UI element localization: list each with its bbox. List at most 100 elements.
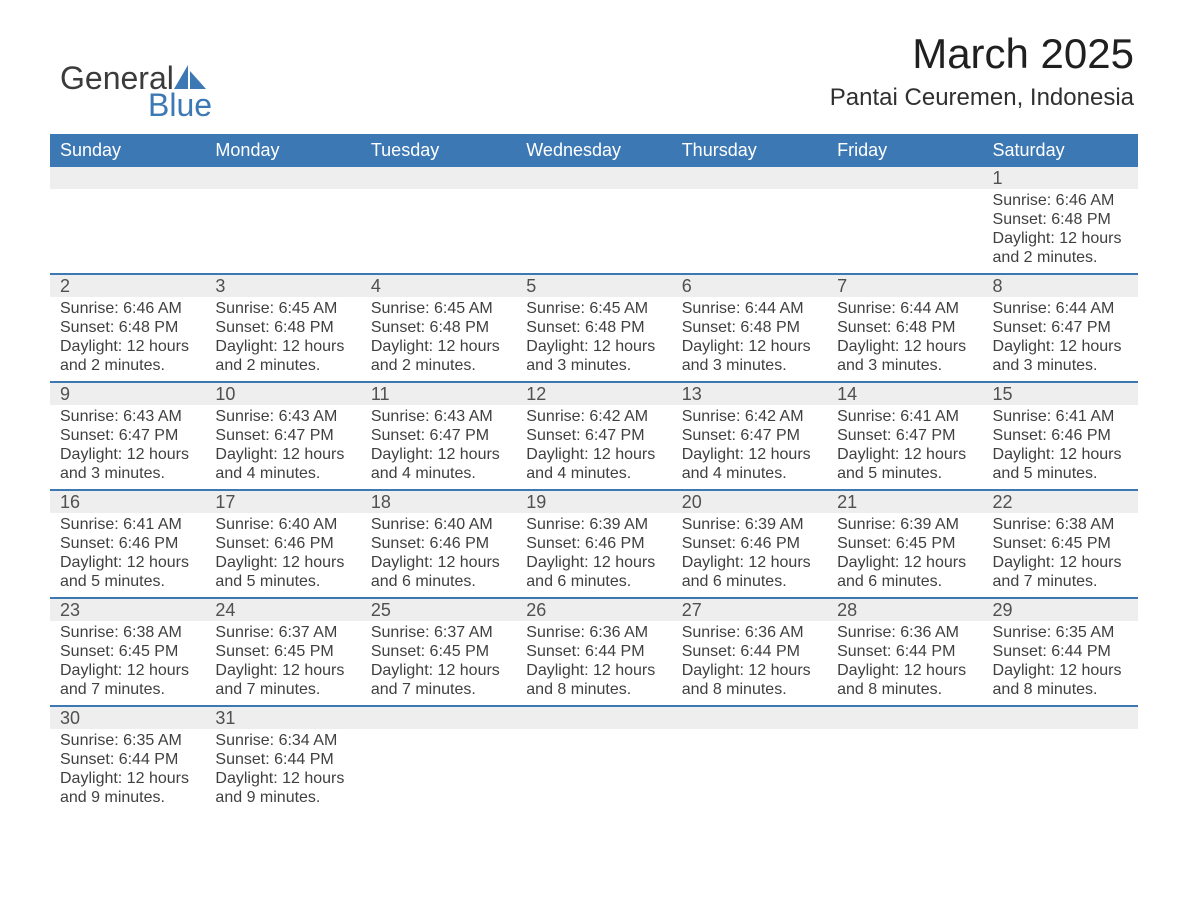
day-number-row: 2345678 <box>50 274 1138 297</box>
day-cell: Sunrise: 6:43 AMSunset: 6:47 PMDaylight:… <box>205 405 360 490</box>
day-number-row: 3031 <box>50 706 1138 729</box>
day-sr: Sunrise: 6:46 AM <box>60 299 195 318</box>
day-number: 26 <box>516 598 671 621</box>
day-d2: and 9 minutes. <box>60 788 195 807</box>
day-d2: and 7 minutes. <box>215 680 350 699</box>
day-cell: Sunrise: 6:38 AMSunset: 6:45 PMDaylight:… <box>983 513 1138 598</box>
day-d1: Daylight: 12 hours <box>371 337 506 356</box>
day-cell: Sunrise: 6:43 AMSunset: 6:47 PMDaylight:… <box>50 405 205 490</box>
day-d2: and 3 minutes. <box>682 356 817 375</box>
day-number: 12 <box>516 382 671 405</box>
day-d2: and 2 minutes. <box>371 356 506 375</box>
day-d2: and 8 minutes. <box>837 680 972 699</box>
day-d2: and 6 minutes. <box>526 572 661 591</box>
day-ss: Sunset: 6:45 PM <box>371 642 506 661</box>
day-number <box>827 166 982 189</box>
day-d2: and 7 minutes. <box>60 680 195 699</box>
day-ss: Sunset: 6:48 PM <box>526 318 661 337</box>
day-d2: and 7 minutes. <box>371 680 506 699</box>
day-sr: Sunrise: 6:46 AM <box>993 191 1128 210</box>
day-d2: and 8 minutes. <box>993 680 1128 699</box>
day-d1: Daylight: 12 hours <box>993 445 1128 464</box>
day-cell <box>672 189 827 274</box>
day-ss: Sunset: 6:46 PM <box>682 534 817 553</box>
day-sr: Sunrise: 6:43 AM <box>371 407 506 426</box>
day-sr: Sunrise: 6:36 AM <box>526 623 661 642</box>
day-d1: Daylight: 12 hours <box>682 553 817 572</box>
day-ss: Sunset: 6:44 PM <box>526 642 661 661</box>
page: General Blue March 2025 Pantai Ceuremen,… <box>0 0 1188 918</box>
day-number: 2 <box>50 274 205 297</box>
day-sr: Sunrise: 6:37 AM <box>215 623 350 642</box>
day-sr: Sunrise: 6:37 AM <box>371 623 506 642</box>
day-number <box>672 166 827 189</box>
day-number: 22 <box>983 490 1138 513</box>
day-cell <box>361 729 516 813</box>
day-sr: Sunrise: 6:38 AM <box>993 515 1128 534</box>
day-number: 10 <box>205 382 360 405</box>
day-cell: Sunrise: 6:45 AMSunset: 6:48 PMDaylight:… <box>205 297 360 382</box>
day-number: 14 <box>827 382 982 405</box>
day-d2: and 5 minutes. <box>837 464 972 483</box>
day-ss: Sunset: 6:46 PM <box>526 534 661 553</box>
day-d2: and 3 minutes. <box>526 356 661 375</box>
weekday-header: Thursday <box>672 135 827 166</box>
day-d1: Daylight: 12 hours <box>993 229 1128 248</box>
weekday-header: Monday <box>205 135 360 166</box>
day-d2: and 7 minutes. <box>993 572 1128 591</box>
day-ss: Sunset: 6:44 PM <box>993 642 1128 661</box>
day-number: 21 <box>827 490 982 513</box>
day-number: 15 <box>983 382 1138 405</box>
day-ss: Sunset: 6:47 PM <box>371 426 506 445</box>
day-ss: Sunset: 6:46 PM <box>215 534 350 553</box>
day-sr: Sunrise: 6:38 AM <box>60 623 195 642</box>
day-cell <box>827 729 982 813</box>
day-number: 20 <box>672 490 827 513</box>
day-cell: Sunrise: 6:36 AMSunset: 6:44 PMDaylight:… <box>672 621 827 706</box>
day-ss: Sunset: 6:48 PM <box>371 318 506 337</box>
weekday-header: Tuesday <box>361 135 516 166</box>
day-d1: Daylight: 12 hours <box>215 553 350 572</box>
day-number: 16 <box>50 490 205 513</box>
weekday-header: Friday <box>827 135 982 166</box>
day-sr: Sunrise: 6:39 AM <box>682 515 817 534</box>
day-d1: Daylight: 12 hours <box>526 445 661 464</box>
day-d1: Daylight: 12 hours <box>837 337 972 356</box>
day-ss: Sunset: 6:45 PM <box>993 534 1128 553</box>
day-d1: Daylight: 12 hours <box>526 661 661 680</box>
day-cell: Sunrise: 6:34 AMSunset: 6:44 PMDaylight:… <box>205 729 360 813</box>
day-number: 28 <box>827 598 982 621</box>
day-cell: Sunrise: 6:43 AMSunset: 6:47 PMDaylight:… <box>361 405 516 490</box>
day-cell: Sunrise: 6:40 AMSunset: 6:46 PMDaylight:… <box>361 513 516 598</box>
day-number: 8 <box>983 274 1138 297</box>
day-ss: Sunset: 6:45 PM <box>60 642 195 661</box>
day-number: 6 <box>672 274 827 297</box>
day-ss: Sunset: 6:47 PM <box>60 426 195 445</box>
day-d1: Daylight: 12 hours <box>682 661 817 680</box>
day-d1: Daylight: 12 hours <box>526 553 661 572</box>
day-d2: and 4 minutes. <box>371 464 506 483</box>
day-cell: Sunrise: 6:35 AMSunset: 6:44 PMDaylight:… <box>50 729 205 813</box>
day-sr: Sunrise: 6:34 AM <box>215 731 350 750</box>
day-cell: Sunrise: 6:39 AMSunset: 6:45 PMDaylight:… <box>827 513 982 598</box>
day-cell: Sunrise: 6:45 AMSunset: 6:48 PMDaylight:… <box>361 297 516 382</box>
day-number: 11 <box>361 382 516 405</box>
day-d1: Daylight: 12 hours <box>371 445 506 464</box>
day-ss: Sunset: 6:47 PM <box>993 318 1128 337</box>
day-ss: Sunset: 6:45 PM <box>837 534 972 553</box>
day-ss: Sunset: 6:45 PM <box>215 642 350 661</box>
day-cell: Sunrise: 6:37 AMSunset: 6:45 PMDaylight:… <box>205 621 360 706</box>
day-cell: Sunrise: 6:35 AMSunset: 6:44 PMDaylight:… <box>983 621 1138 706</box>
day-ss: Sunset: 6:48 PM <box>837 318 972 337</box>
day-number <box>205 166 360 189</box>
day-number <box>672 706 827 729</box>
day-number-row: 9101112131415 <box>50 382 1138 405</box>
day-data-row: Sunrise: 6:43 AMSunset: 6:47 PMDaylight:… <box>50 405 1138 490</box>
day-d2: and 3 minutes. <box>837 356 972 375</box>
day-sr: Sunrise: 6:42 AM <box>682 407 817 426</box>
logo-text-blue: Blue <box>148 87 212 124</box>
day-ss: Sunset: 6:47 PM <box>215 426 350 445</box>
day-d1: Daylight: 12 hours <box>526 337 661 356</box>
day-sr: Sunrise: 6:40 AM <box>215 515 350 534</box>
day-d1: Daylight: 12 hours <box>371 661 506 680</box>
